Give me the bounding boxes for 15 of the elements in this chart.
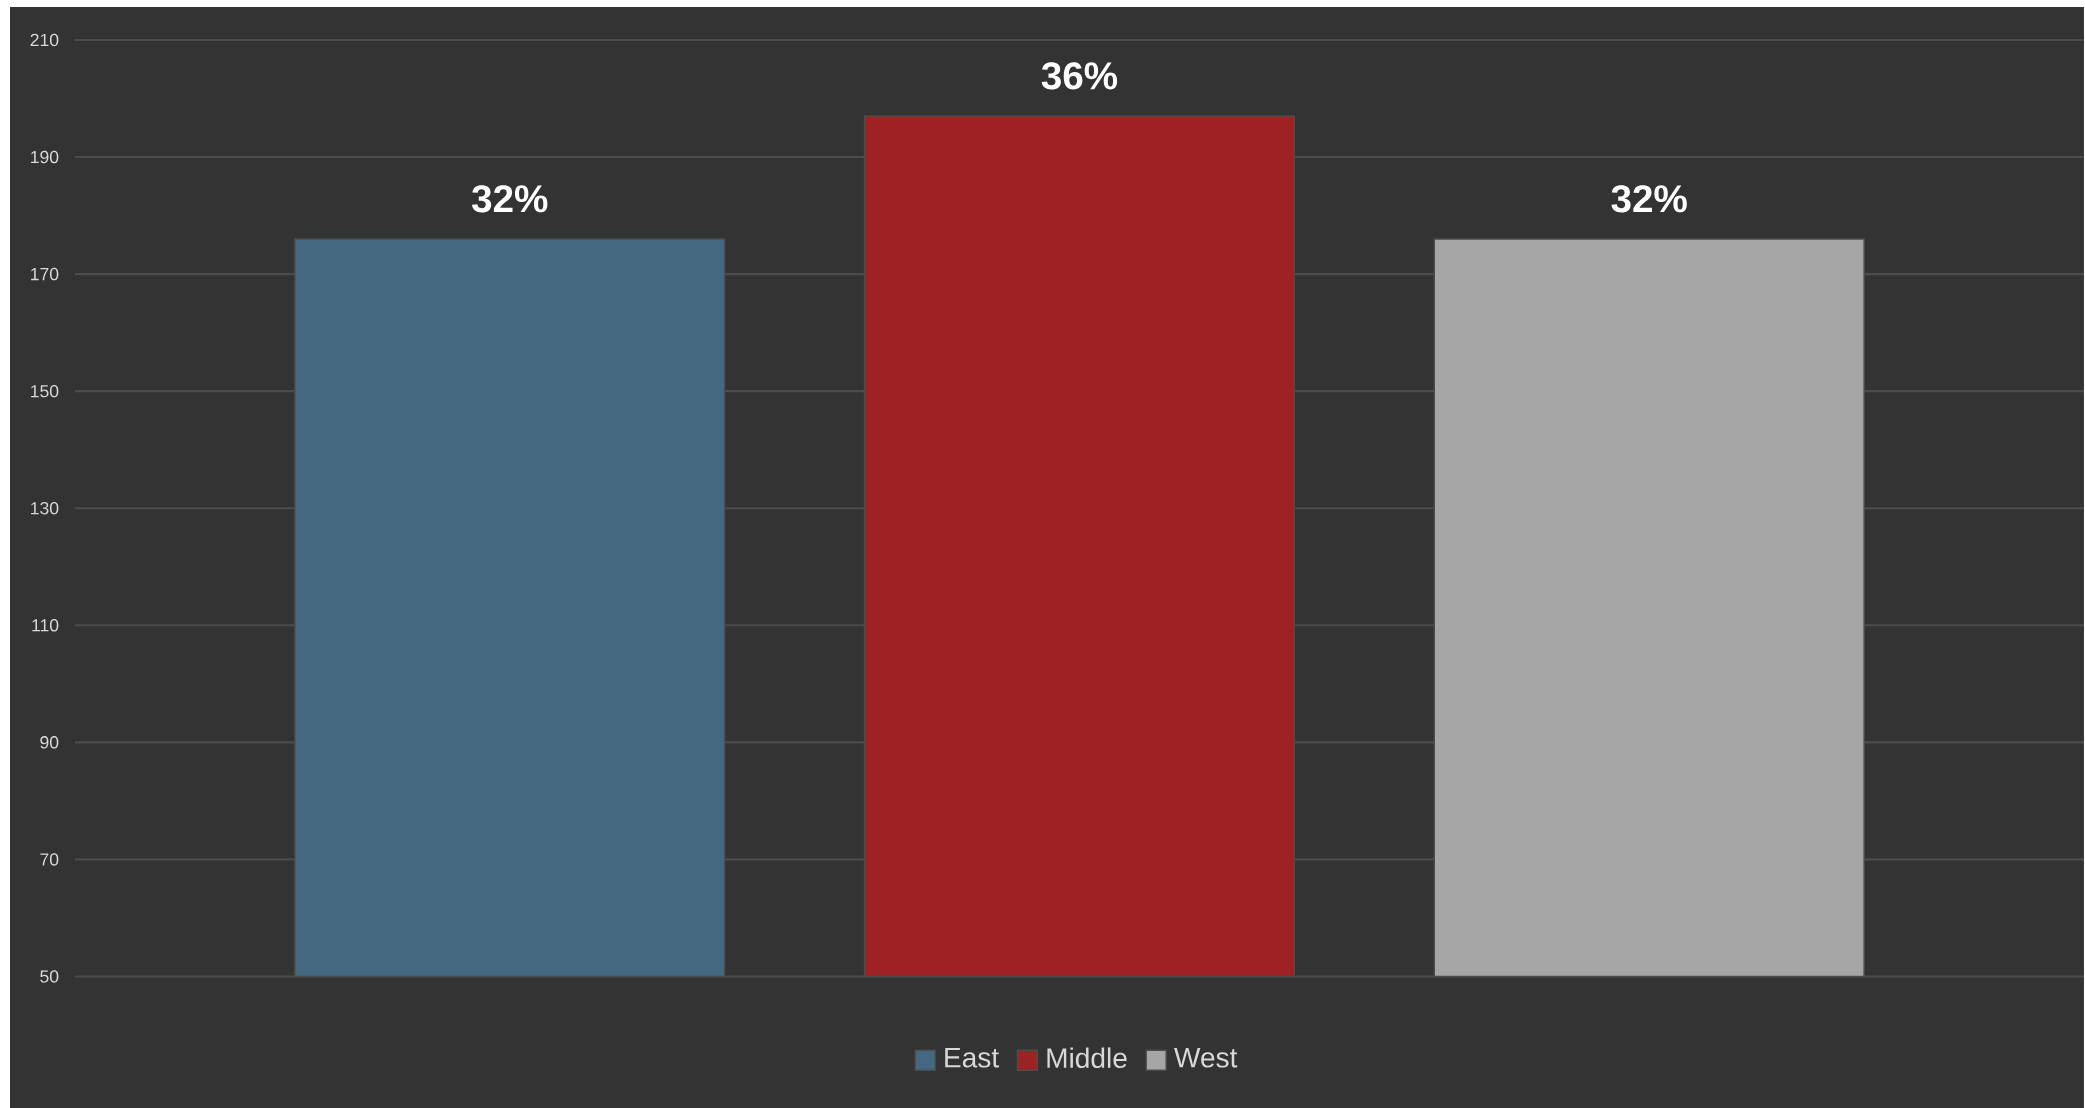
legend-label: Middle <box>1047 1047 1127 1068</box>
annotation: 32% <box>471 184 548 213</box>
y-tick-label: 50 <box>40 970 59 983</box>
y-tick-label: 190 <box>31 150 59 164</box>
annotation: 32% <box>1611 184 1687 213</box>
y-tick-label: 150 <box>31 384 59 398</box>
y-tick-label: 130 <box>31 501 59 515</box>
y-tick-label: 170 <box>31 267 59 281</box>
y-tick-label: 90 <box>40 735 59 749</box>
y-tick-label: 210 <box>30 33 59 46</box>
legend-label: East <box>945 1047 999 1068</box>
annotation: 36% <box>1041 62 1118 90</box>
y-tick-label: 110 <box>32 618 59 632</box>
legend-label: West <box>1174 1047 1238 1068</box>
y-tick-label: 70 <box>40 852 59 866</box>
